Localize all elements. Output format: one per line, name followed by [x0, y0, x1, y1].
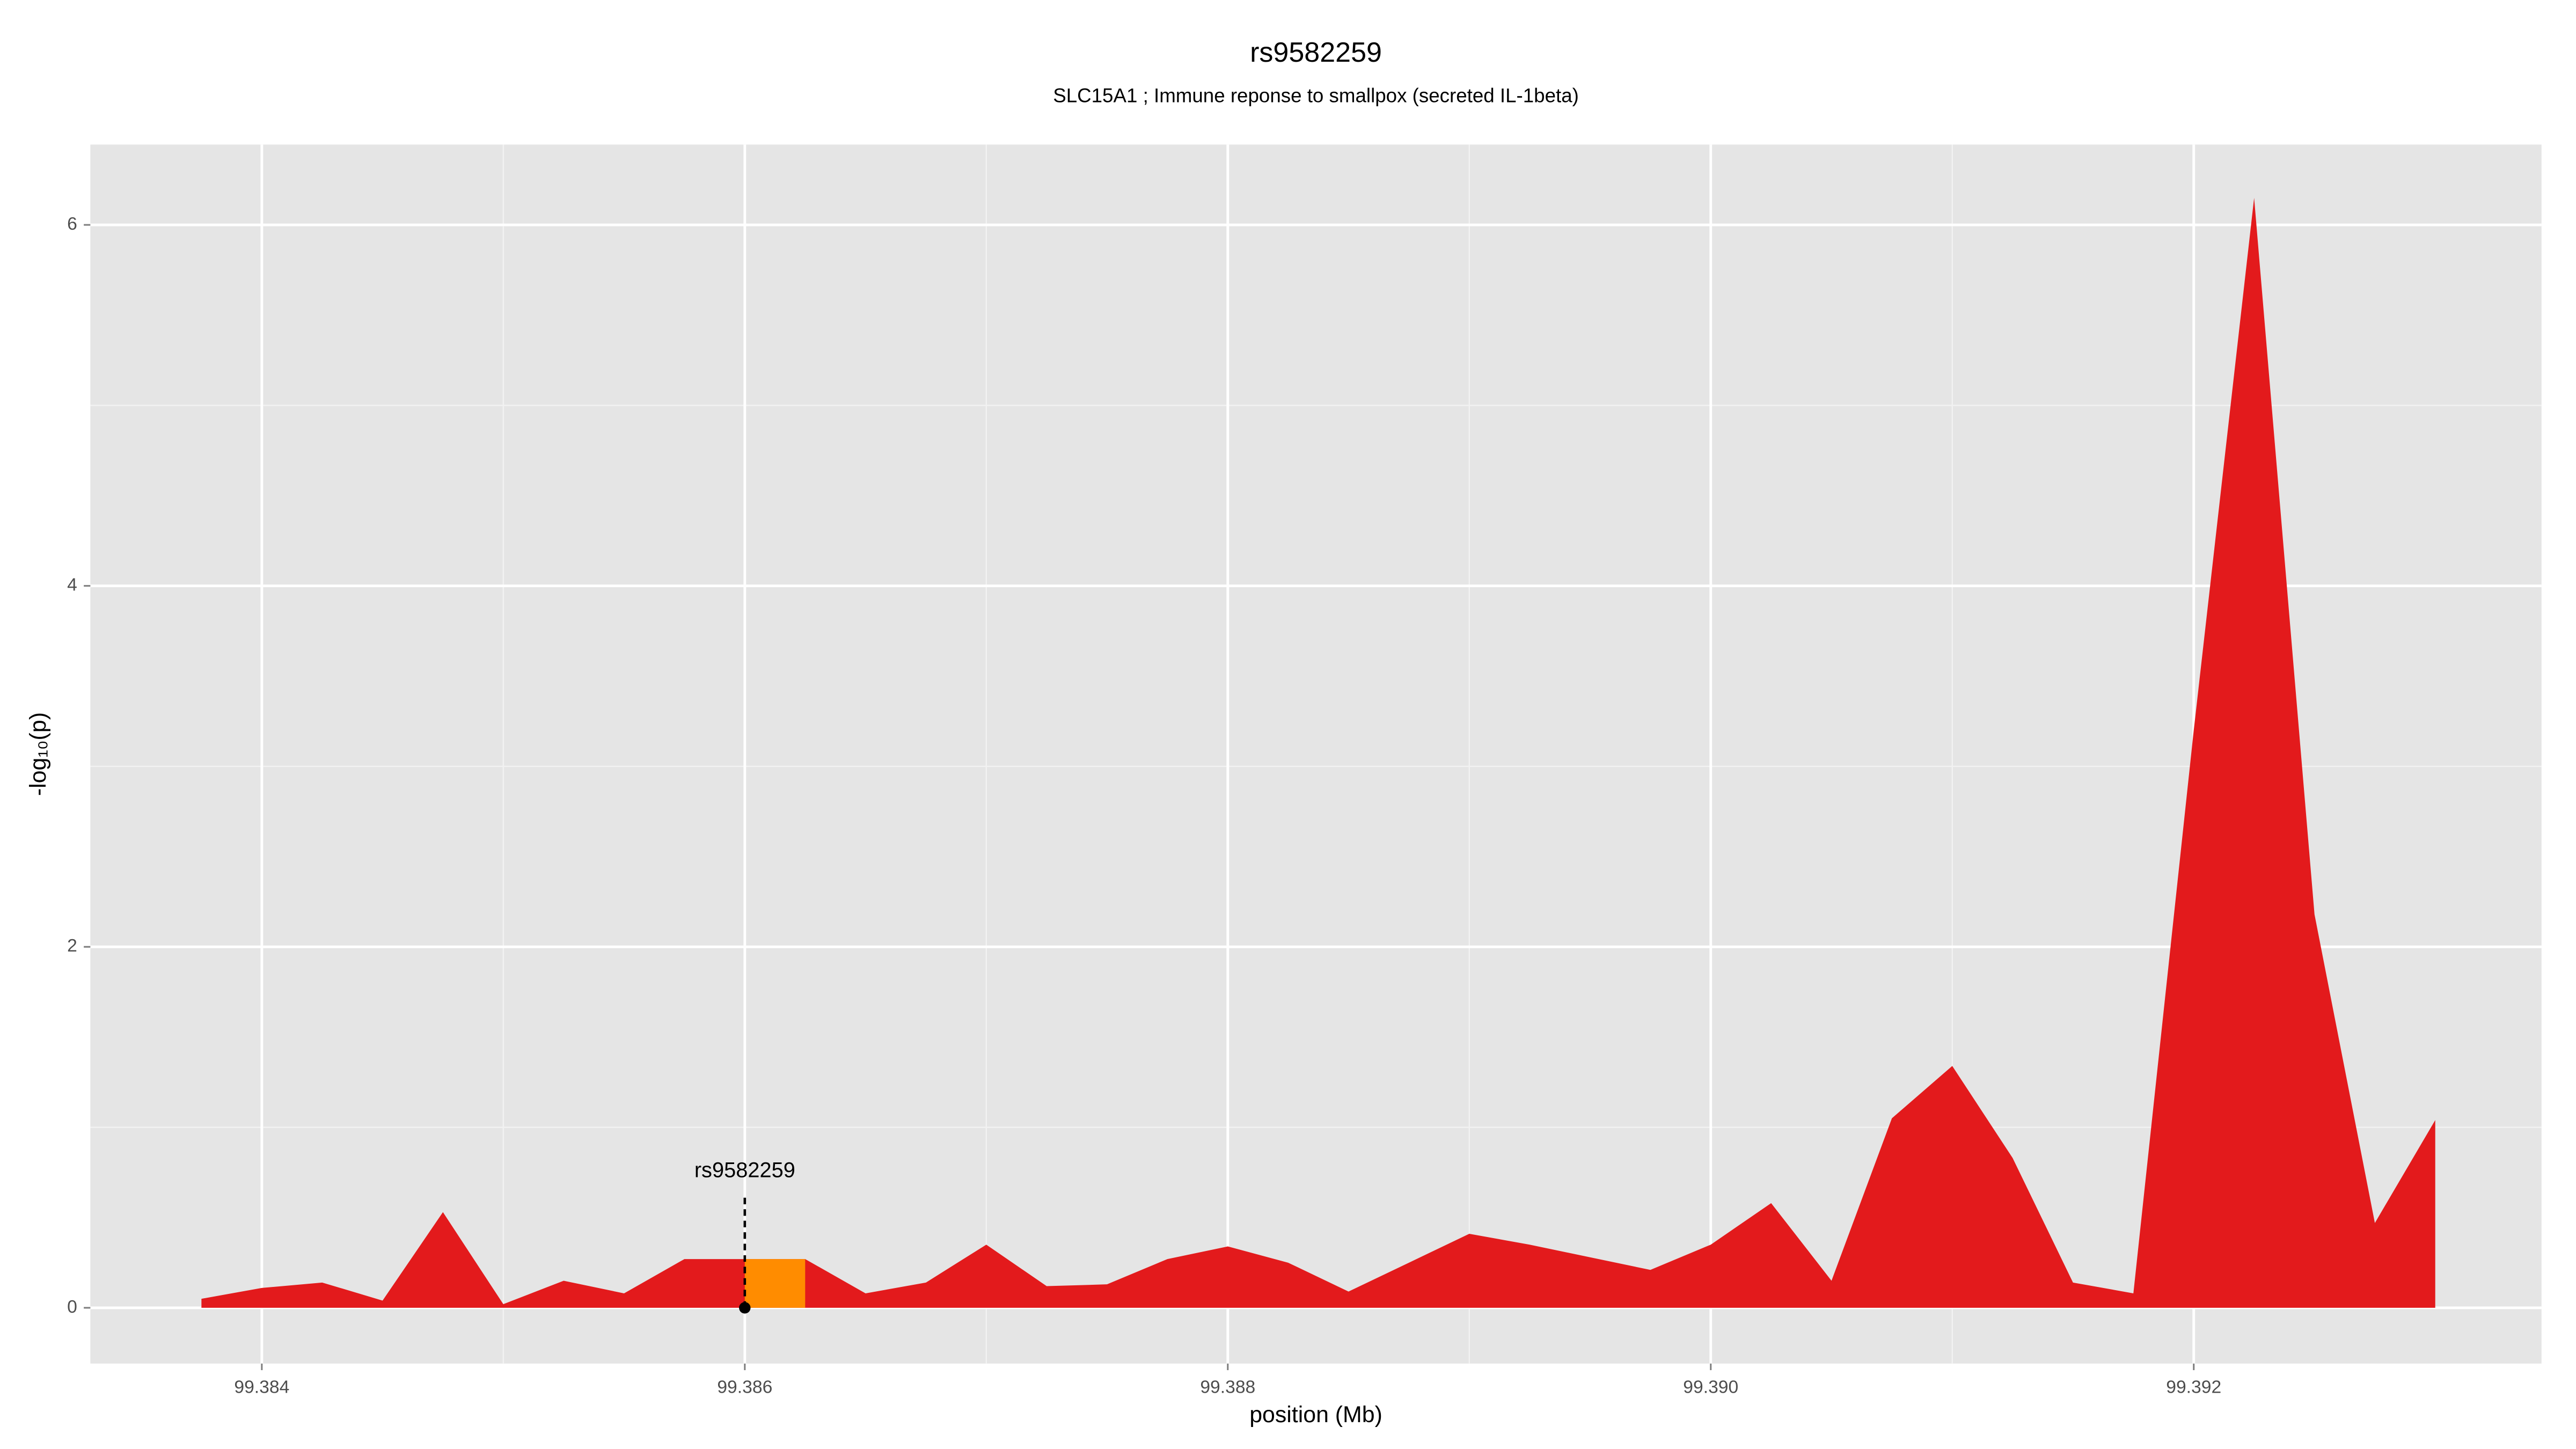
y-tick-label: 2: [67, 936, 77, 956]
area: [201, 197, 2435, 1308]
y-tick-label: 0: [67, 1297, 77, 1317]
plot-background: [90, 144, 2542, 1364]
x-axis-title: position (Mb): [1249, 1402, 1382, 1428]
highlight-area: [744, 1259, 806, 1308]
x-tick-label: 99.384: [234, 1378, 289, 1397]
annotation-label: rs9582259: [694, 1158, 795, 1182]
chart-subtitle: SLC15A1 ; Immune reponse to smallpox (se…: [1053, 84, 1579, 106]
x-tick-label: 99.388: [1200, 1378, 1255, 1397]
y-tick-label: 4: [67, 575, 77, 595]
x-tick-label: 99.390: [1683, 1378, 1738, 1397]
x-tick-label: 99.392: [2166, 1378, 2221, 1397]
y-tick-label: 6: [67, 214, 77, 234]
chart-title: rs9582259: [1250, 37, 1382, 68]
y-axis-title: -log₁₀(p): [25, 712, 51, 796]
x-tick-label: 99.386: [717, 1378, 772, 1397]
annotation-point: [739, 1302, 751, 1314]
